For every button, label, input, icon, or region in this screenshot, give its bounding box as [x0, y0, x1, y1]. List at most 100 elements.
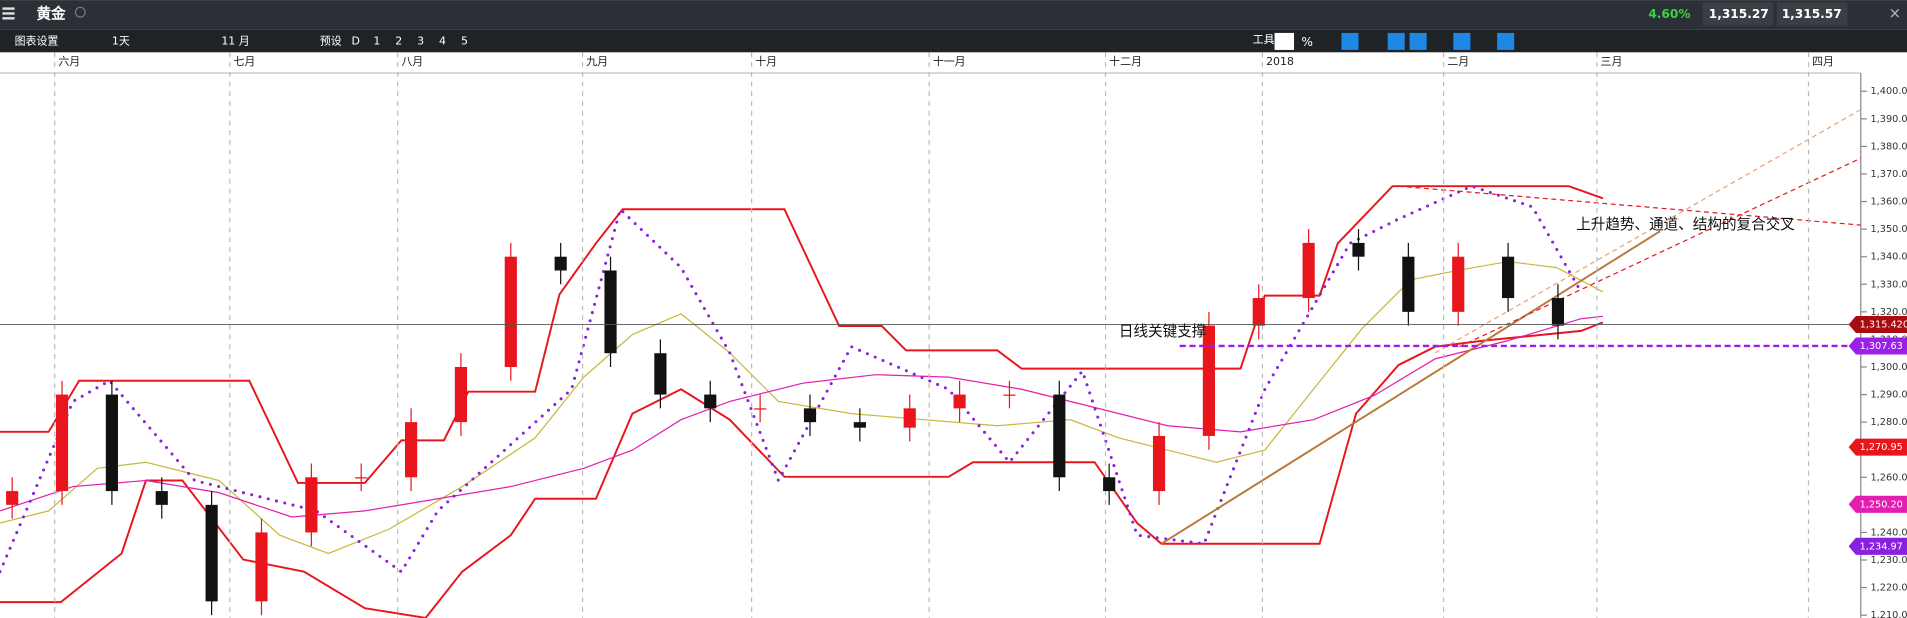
price-tag — [1848, 495, 1907, 513]
ma-short — [0, 260, 1604, 555]
candle-body — [355, 477, 368, 479]
period-button[interactable]: 2 — [395, 34, 402, 47]
period-button[interactable]: 1 — [373, 34, 380, 47]
candle-body — [803, 408, 817, 423]
candle-body — [1302, 242, 1315, 299]
candle-body — [404, 422, 418, 478]
time-axis — [0, 52, 1907, 74]
y-tick-label: 1,380.00 — [1871, 141, 1907, 152]
period-button[interactable]: 3 — [417, 34, 424, 47]
close-icon[interactable]: ✕ — [1889, 6, 1901, 23]
candle-body — [454, 366, 468, 423]
y-tick-label: 1,340.00 — [1871, 252, 1907, 263]
price-tag — [1848, 337, 1907, 355]
candle-body — [903, 408, 916, 428]
y-tick-label: 1,220.00 — [1871, 583, 1907, 594]
interval-select[interactable]: 1天 — [112, 34, 130, 47]
y-tick-label: 1,290.00 — [1871, 390, 1907, 401]
x-tick-label: 九月 — [586, 55, 608, 68]
channel-upper — [0, 185, 1604, 484]
candle-body — [1053, 394, 1066, 478]
candle-body — [105, 394, 118, 492]
y-tick-label: 1,390.00 — [1871, 114, 1907, 125]
candle-body — [1502, 256, 1515, 299]
y-tick-label: 1,210.00 — [1871, 610, 1907, 618]
range-select[interactable]: 11 月 — [221, 34, 249, 47]
annotation: 日线关键支撑 — [1119, 323, 1207, 340]
x-tick-label: 二月 — [1447, 55, 1469, 68]
y-tick-label: 1,240.00 — [1871, 527, 1907, 538]
candle-body — [754, 408, 767, 410]
channel-lower — [0, 321, 1604, 618]
candle-body — [1202, 325, 1215, 436]
y-tick-label: 1,300.00 — [1871, 362, 1907, 373]
tool-buttons[interactable] — [1341, 32, 1515, 50]
preset-label: 预设 — [320, 34, 342, 47]
y-tick-label: 1,400.00 — [1871, 86, 1907, 97]
candle-body — [205, 504, 218, 602]
search-icon[interactable] — [74, 6, 86, 18]
x-tick-label: 八月 — [401, 55, 423, 68]
candle-body — [704, 394, 717, 409]
channel-line — [1459, 157, 1862, 348]
candle-body — [1352, 242, 1365, 257]
resistance-line — [1398, 185, 1861, 226]
candle-body — [1252, 298, 1265, 326]
period-button[interactable]: D — [351, 34, 359, 47]
x-tick-label: 2018 — [1266, 55, 1294, 68]
price-tag-label: 1,307.63 — [1860, 341, 1903, 352]
candle-body — [255, 532, 268, 602]
percent-button[interactable]: % — [1301, 35, 1313, 49]
candle-body — [604, 270, 617, 354]
tool-button[interactable] — [1274, 32, 1295, 50]
x-tick-label: 七月 — [234, 55, 256, 68]
candle-body — [55, 394, 69, 492]
candle-body — [1551, 298, 1565, 326]
candle-body — [1003, 394, 1016, 396]
price-tag — [1848, 537, 1907, 555]
price-tag-label: 1,315.420 — [1860, 319, 1907, 330]
settings-button[interactable]: 图表设置 — [15, 33, 59, 47]
candle-body — [554, 256, 567, 271]
y-tick-label: 1,320.00 — [1871, 307, 1907, 318]
price-tag — [1848, 438, 1907, 456]
instrument-title: 黄金 — [36, 5, 66, 23]
change: 4.60% — [1648, 7, 1690, 21]
y-tick-label: 1,330.00 — [1871, 279, 1907, 290]
y-tick-label: 1,350.00 — [1871, 224, 1907, 235]
y-tick-label: 1,360.00 — [1871, 197, 1907, 208]
sar-dots — [0, 184, 1583, 574]
y-tick-label: 1,260.00 — [1871, 472, 1907, 483]
candle-body — [1452, 256, 1465, 312]
y-tick-label: 1,370.00 — [1871, 169, 1907, 180]
bid: 1,315.27 — [1709, 7, 1769, 21]
price-tag-label: 1,250.20 — [1860, 499, 1903, 510]
candle-body — [305, 477, 318, 533]
chart — [0, 52, 1862, 618]
candle-body — [1103, 477, 1116, 492]
y-tick-label: 1,230.00 — [1871, 555, 1907, 566]
candle-body — [853, 422, 866, 428]
ma-long — [0, 315, 1604, 518]
x-tick-label: 六月 — [58, 55, 80, 68]
price-tag-label: 1,270.95 — [1860, 442, 1903, 453]
x-tick-label: 十一月 — [933, 54, 966, 68]
candle-body — [6, 491, 19, 505]
menu-icon[interactable] — [2, 7, 15, 20]
x-tick-label: 十月 — [755, 54, 777, 68]
ask: 1,315.57 — [1782, 7, 1842, 21]
x-tick-label: 四月 — [1812, 55, 1834, 68]
y-tick-label: 1,280.00 — [1871, 417, 1907, 428]
candle-body — [1152, 435, 1166, 492]
x-tick-label: 三月 — [1601, 55, 1623, 68]
toolbar — [0, 29, 1907, 53]
candle-body — [504, 256, 517, 367]
candle-body — [654, 353, 667, 395]
price-tag-label: 1,234.97 — [1860, 541, 1903, 552]
period-button[interactable]: 5 — [461, 34, 468, 47]
bid-box[interactable] — [1702, 2, 1774, 26]
period-button[interactable]: 4 — [439, 34, 446, 47]
candle-body — [953, 394, 966, 409]
ask-box[interactable] — [1776, 2, 1848, 26]
